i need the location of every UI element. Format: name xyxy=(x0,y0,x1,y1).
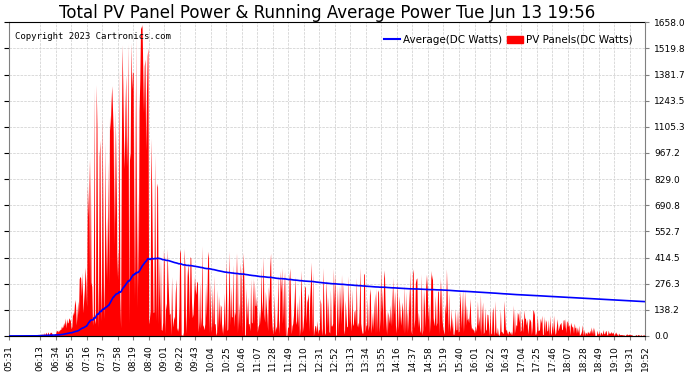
Legend: Average(DC Watts), PV Panels(DC Watts): Average(DC Watts), PV Panels(DC Watts) xyxy=(380,31,637,49)
Text: Copyright 2023 Cartronics.com: Copyright 2023 Cartronics.com xyxy=(15,32,171,41)
Title: Total PV Panel Power & Running Average Power Tue Jun 13 19:56: Total PV Panel Power & Running Average P… xyxy=(59,4,595,22)
